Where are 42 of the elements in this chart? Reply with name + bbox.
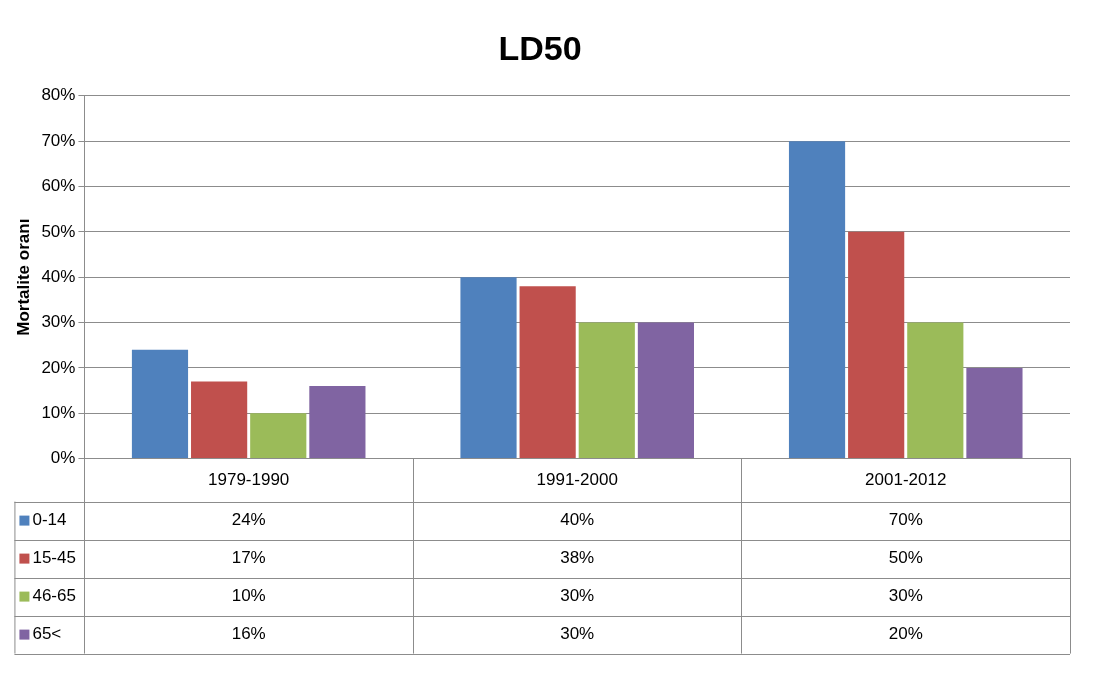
y-tick-label: 60% [41,176,76,196]
legend-label: 46-65 [32,586,76,606]
bar [191,381,248,459]
y-axis-title: Mortalite oranı [13,218,33,336]
bar [966,367,1023,459]
data-label: 20% [888,624,923,644]
data-label: 40% [560,510,595,530]
data-label: 70% [888,510,923,530]
bar [907,322,964,459]
legend-label: 15-45 [32,548,76,568]
bar [460,277,517,459]
y-tick-label: 20% [41,357,76,377]
data-label: 30% [560,624,595,644]
bar [848,231,905,459]
x-tick-label: 1979-1990 [208,470,290,490]
bar [131,349,189,459]
bar [788,141,846,459]
data-label: 10% [231,586,266,606]
y-tick-label: 0% [50,448,76,468]
bar [250,413,307,459]
bar [578,322,635,459]
bar [637,322,694,459]
y-tick-label: 50% [41,221,76,241]
data-label: 30% [888,586,923,606]
legend-label: 0-14 [32,510,67,530]
data-label: 16% [231,624,266,644]
chart-title: LD50 [498,28,582,67]
data-label: 17% [231,548,266,568]
data-label: 30% [560,586,595,606]
y-tick-label: 10% [41,402,76,422]
bar [309,386,366,459]
y-tick-label: 80% [41,85,76,105]
data-label: 50% [888,548,923,568]
x-tick-label: 2001-2012 [865,470,947,490]
data-label: 24% [231,510,266,530]
y-tick-label: 30% [41,312,76,332]
legend-label: 65< [32,624,62,644]
bar [519,286,576,459]
y-tick-label: 40% [41,266,76,286]
y-tick-label: 70% [41,130,76,150]
data-label: 38% [560,548,595,568]
x-tick-label: 1991-2000 [536,470,618,490]
